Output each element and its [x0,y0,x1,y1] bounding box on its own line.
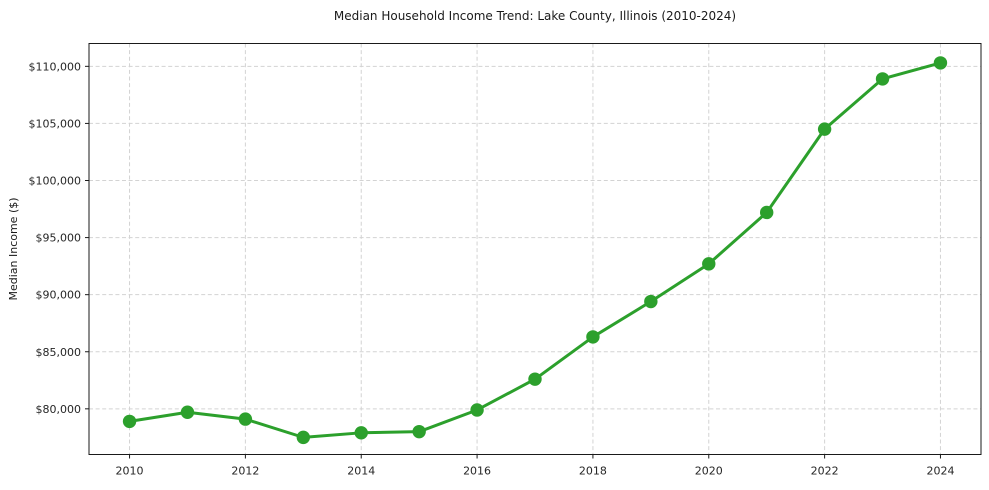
data-point-2014 [354,426,368,440]
plot-border [88,43,982,455]
y-tick-label: $105,000 [29,117,82,130]
y-tick-label: $95,000 [36,232,82,245]
x-tick-label: 2012 [231,465,259,478]
x-tick-label: 2016 [463,465,491,478]
y-tick-label: $90,000 [36,289,82,302]
y-tick-label: $110,000 [29,60,82,73]
data-point-2023 [875,72,890,86]
data-point-2020 [702,257,716,271]
x-tick-label: 2014 [347,465,375,478]
x-tick-label: 2010 [116,465,144,478]
data-point-2011 [180,405,195,419]
x-tick-label: 2018 [579,465,607,478]
data-point-2022 [817,122,832,136]
y-axis-label: Median Income ($) [7,197,20,300]
data-point-2010 [122,414,137,429]
data-point-2024 [933,56,948,70]
data-point-2017 [528,372,542,386]
plot-area: 2010 2012 2014 2016 2018 2020 2022 2024 $80,000 $… [29,43,982,478]
data-point-2013 [296,430,311,445]
data-point-2018 [586,330,600,344]
chart-title: Median Household Income Trend: Lake Coun… [334,9,736,23]
y-tick-label: $100,000 [29,175,82,188]
data-point-2015 [412,424,426,439]
y-tick-label: $85,000 [36,346,82,359]
data-point-2016 [470,403,484,417]
x-tick-label: 2020 [695,465,723,478]
x-tick-label: 2022 [811,465,839,478]
data-point-2019 [644,294,658,309]
data-point-2012 [238,412,253,426]
y-tick-label: $80,000 [36,403,82,416]
data-point-2021 [759,205,774,220]
x-tick-label: 2024 [926,465,954,478]
